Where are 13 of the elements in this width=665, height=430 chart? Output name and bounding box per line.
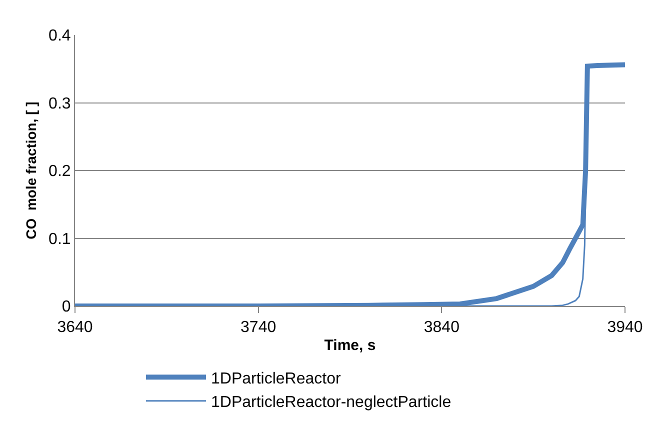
y-tick-label: 0.1 [48, 230, 71, 248]
x-tick-label: 3740 [240, 319, 276, 336]
x-tick-label: 3840 [424, 319, 460, 336]
y-tick-label: 0 [62, 298, 71, 316]
y-tick-label: 0.4 [48, 28, 71, 45]
x-tick-label: 3940 [607, 319, 643, 336]
legend-label: 1DParticleReactor-neglectParticle [211, 394, 452, 412]
x-tick-label: 3640 [57, 319, 93, 336]
y-tick-label: 0.3 [48, 95, 71, 112]
x-axis-title: Time, s [324, 337, 376, 354]
legend-label: 1DParticleReactor [211, 370, 342, 388]
y-axis-title: CO mole fraction, [ ] [23, 102, 40, 240]
y-tick-label: 0.2 [48, 163, 71, 180]
